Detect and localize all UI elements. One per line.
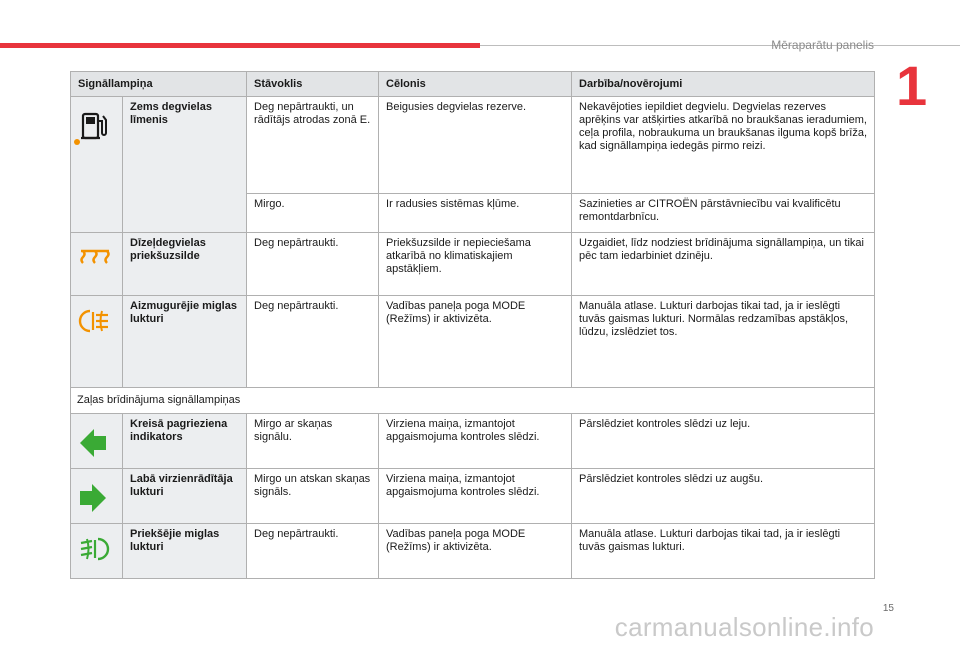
action-text: Uzgaidiet, līdz nodziest brīdinājuma sig… [571, 232, 876, 296]
chapter-number: 1 [896, 54, 928, 117]
warning-dot-icon [74, 139, 80, 145]
left-turn-indicator-icon [78, 426, 108, 464]
table-header-row: Signāllampiņa Stāvoklis Cēlonis Darbība/… [69, 71, 876, 97]
icon-cell [70, 413, 123, 469]
header-rule [480, 45, 960, 46]
cause-text: Priekšuzsilde ir nepieciešama atkarībā n… [378, 232, 573, 296]
state-text: Mirgo un atskan skaņas signāls. [246, 468, 380, 524]
state-text: Deg nepārtraukti. [246, 523, 380, 579]
table-row: Zems degvielas līmenis Deg nepārtraukti,… [70, 96, 876, 233]
state-text: Deg nepārtraukti. [246, 232, 380, 296]
light-name: Kreisā pagrieziena indikators [121, 413, 248, 469]
light-name: Aizmugurējie miglas lukturi [121, 295, 248, 388]
watermark: carmanualsonline.info [614, 612, 874, 642]
right-turn-indicator-icon [78, 481, 108, 519]
page-number: 15 [882, 603, 894, 614]
state-text: Mirgo. [246, 193, 380, 233]
action-text: Manuāla atlase. Lukturi darbojas tikai t… [571, 295, 876, 388]
warning-lights-table: Signāllampiņa Stāvoklis Cēlonis Darbība/… [69, 71, 876, 579]
action-text: Pārslēdziet kontroles slēdzi uz augšu. [571, 468, 876, 524]
column-header: Stāvoklis [246, 71, 380, 97]
column-header: Darbība/novērojumi [571, 71, 876, 97]
section-title: Mēraparātu panelis [771, 38, 874, 52]
table-row: Labā virzienrādītāja lukturi Mirgo un at… [70, 468, 876, 524]
header-red-bar [0, 43, 480, 48]
group-row: Zaļas brīdinājuma signāllampiņas [69, 387, 876, 414]
state-text: Deg nepārtraukti, un rādītājs atrodas zo… [246, 96, 380, 194]
icon-cell [70, 96, 123, 233]
table-row: Priekšējie miglas lukturi Deg nepārtrauk… [70, 523, 876, 579]
light-name: Zems degvielas līmenis [121, 96, 248, 233]
icon-cell [70, 468, 123, 524]
state-text: Mirgo ar skaņas signālu. [246, 413, 380, 469]
rear-fog-light-icon [78, 308, 112, 338]
front-fog-light-icon [78, 536, 112, 566]
action-text: Manuāla atlase. Lukturi darbojas tikai t… [571, 523, 876, 579]
column-header: Cēlonis [378, 71, 573, 97]
light-name: Labā virzienrādītāja lukturi [121, 468, 248, 524]
icon-cell [70, 523, 123, 579]
icon-cell [70, 232, 123, 296]
state-text: Deg nepārtraukti. [246, 295, 380, 388]
column-header: Signāllampiņa [69, 71, 248, 97]
cause-text: Virziena maiņa, izmantojot apgaismojuma … [378, 413, 573, 469]
cause-text: Beigusies degvielas rezerve. [378, 96, 573, 194]
cause-text: Ir radusies sistēmas kļūme. [378, 193, 573, 233]
table-row: Kreisā pagrieziena indikators Mirgo ar s… [70, 413, 876, 469]
light-name: Priekšējie miglas lukturi [121, 523, 248, 579]
cause-text: Virziena maiņa, izmantojot apgaismojuma … [378, 468, 573, 524]
action-text: Sazinieties ar CITROËN pārstāvniecību va… [571, 193, 876, 233]
light-name: Dīzeļdegvielas priekšuzsilde [121, 232, 248, 296]
table-row: Dīzeļdegvielas priekšuzsilde Deg nepārtr… [70, 232, 876, 296]
glow-plug-icon [78, 245, 112, 273]
cause-text: Vadības paneļa poga MODE (Režīms) ir akt… [378, 523, 573, 579]
action-text: Nekavējoties iepildiet degvielu. Degviel… [571, 96, 876, 194]
table-row: Aizmugurējie miglas lukturi Deg nepārtra… [70, 295, 876, 388]
icon-cell [70, 295, 123, 388]
table-row: Mirgo. Ir radusies sistēmas kļūme. Sazin… [71, 193, 876, 233]
action-text: Pārslēdziet kontroles slēdzi uz leju. [571, 413, 876, 469]
group-label: Zaļas brīdinājuma signāllampiņas [69, 387, 876, 414]
fuel-pump-icon [78, 109, 112, 147]
cause-text: Vadības paneļa poga MODE (Režīms) ir akt… [378, 295, 573, 388]
